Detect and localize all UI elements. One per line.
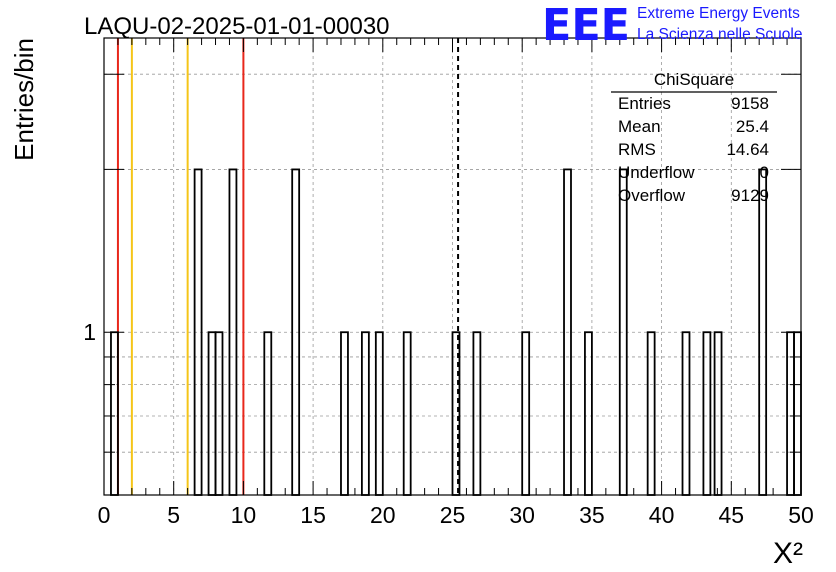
stats-row-label: Overflow bbox=[618, 186, 686, 205]
x-tick-label: 5 bbox=[167, 502, 180, 528]
marker-lines bbox=[116, 38, 460, 495]
x-tick-label: 15 bbox=[300, 502, 326, 528]
stats-row-value: 25.4 bbox=[736, 117, 769, 136]
axis-ticks bbox=[103, 38, 802, 495]
x-axis-label: X² bbox=[773, 537, 803, 570]
logo-mark: EEE bbox=[542, 0, 630, 51]
x-tick-label: 35 bbox=[579, 502, 605, 528]
stats-row-value: 9158 bbox=[731, 94, 769, 113]
x-tick-label: 0 bbox=[98, 502, 111, 528]
stats-row-value: 9129 bbox=[731, 186, 769, 205]
x-tick-label: 45 bbox=[719, 502, 745, 528]
histogram-bars bbox=[110, 168, 802, 496]
y-tick-label: 1 bbox=[83, 319, 96, 345]
x-tick-label: 25 bbox=[440, 502, 466, 528]
x-tick-label: 30 bbox=[509, 502, 535, 528]
x-tick-label: 20 bbox=[370, 502, 396, 528]
eee-logo: EEE Extreme Energy Events La Scienza nel… bbox=[542, 0, 802, 51]
stats-title: ChiSquare bbox=[654, 70, 734, 89]
y-tick-labels: 1 bbox=[83, 319, 96, 345]
logo-line-1: Extreme Energy Events bbox=[637, 5, 800, 22]
x-tick-label: 10 bbox=[231, 502, 257, 528]
stats-box: ChiSquare Entries 9158 Mean 25.4 RMS 14.64 Und… bbox=[611, 70, 777, 205]
y-axis-label: Entries/bin bbox=[9, 38, 39, 161]
x-tick-label: 50 bbox=[788, 502, 814, 528]
x-tick-label: 40 bbox=[649, 502, 675, 528]
x-tick-labels: 0 5 10 15 20 25 30 35 40 45 50 bbox=[98, 502, 814, 528]
stats-row-label: Underflow bbox=[618, 163, 695, 182]
stats-row-label: Mean bbox=[618, 117, 661, 136]
stats-row-value: 0 bbox=[760, 163, 769, 182]
stats-row-label: Entries bbox=[618, 94, 671, 113]
chart-title: LAQU-02-2025-01-01-00030 bbox=[84, 13, 390, 40]
logo-line-2: La Scienza nelle Scuole bbox=[637, 26, 802, 43]
stats-row-value: 14.64 bbox=[726, 140, 769, 159]
stats-row-label: RMS bbox=[618, 140, 656, 159]
